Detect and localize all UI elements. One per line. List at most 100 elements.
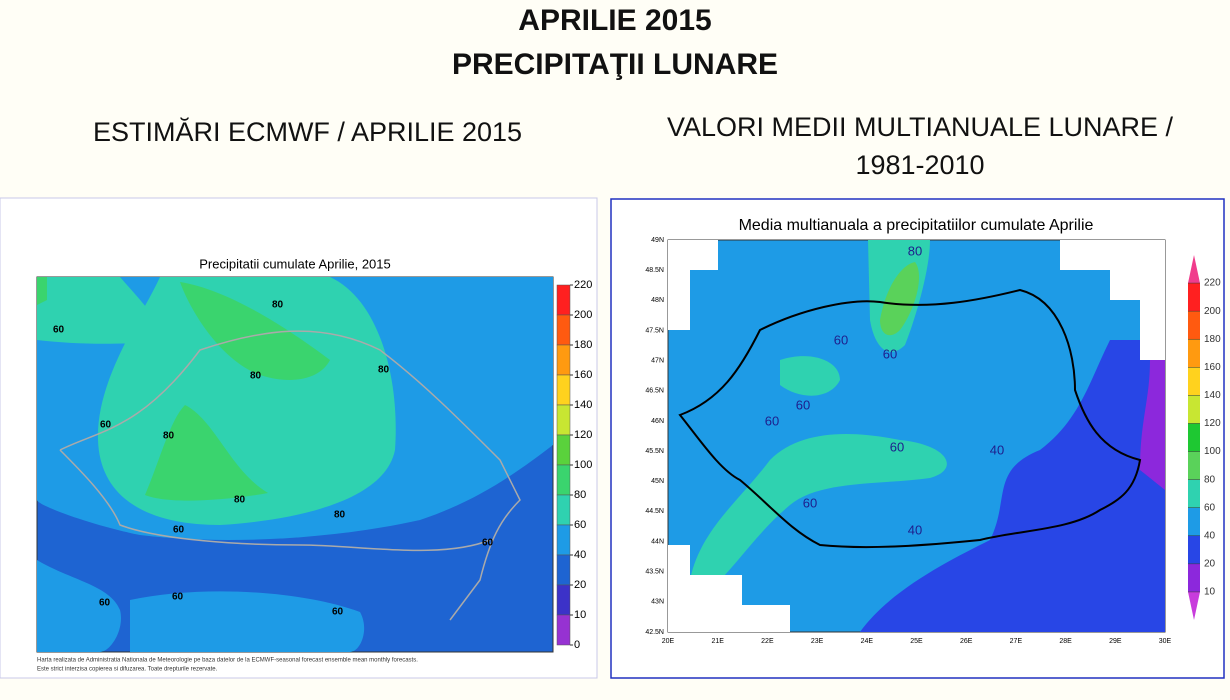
lon-label: 29E [1109,638,1122,645]
colorbar-segment [1188,507,1200,536]
contour-label: 60 [765,413,779,428]
contour-label: 60 [100,420,112,431]
colorbar-label: 0 [574,639,580,651]
lat-label: 48N [651,297,664,304]
lat-label: 45N [651,478,664,485]
lon-label: 28E [1059,638,1072,645]
colorbar-segment [1188,535,1200,564]
lat-label: 45.5N [645,448,664,455]
colorbar-label: 160 [1204,362,1221,373]
contour-label: 80 [234,495,246,506]
title-line: PRECIPITAŢII LUNARE [451,48,779,81]
colorbar-label: 60 [574,519,586,531]
lat-label: 44.5N [645,508,664,515]
lat-label: 43.5N [645,569,664,576]
contour-label: 80 [272,300,284,311]
colorbar-label: 140 [1204,390,1221,401]
colorbar: 220 200 180 160 140 120 100 80 60 40 20 10 [1188,255,1221,620]
colorbar-label: 180 [1204,334,1221,345]
contour-label: 60 [890,439,904,454]
lat-label: 47.5N [645,327,664,334]
lat-label: 42.5N [645,629,664,636]
contour-label: 60 [173,525,185,536]
colorbar-segment [556,524,571,556]
contour-label: 80 [378,365,390,376]
colorbar-segment [1188,283,1200,312]
colorbar-label: 200 [574,309,592,321]
lon-label: 22E [761,638,774,645]
colorbar-label: 20 [574,579,586,591]
colorbar-segment [556,374,571,406]
contour-label: 60 [172,592,184,603]
footnote: Harta realizata de Administratia Nationa… [37,658,418,664]
colorbar-segment [1188,311,1200,340]
colorbar-segment [556,614,571,646]
colorbar-label: 80 [574,489,586,501]
contour-label: 60 [834,332,848,347]
lon-label: 24E [861,638,874,645]
heading: ESTIMĂRI ECMWF / APRILIE 2015 [92,117,523,147]
colorbar-label: 80 [1204,474,1216,485]
colorbar-segment [1188,367,1200,396]
lat-label: 43N [651,599,664,606]
lon-label: 21E [711,638,724,645]
colorbar-segment [556,434,571,466]
colorbar-label: 160 [574,369,592,381]
colorbar-label: 220 [1204,278,1221,289]
lat-label: 47N [651,357,664,364]
lat-label: 49N [651,237,664,244]
heading: VALORI MEDII MULTIANUALE LUNARE / 1981-2… [666,112,1174,180]
colorbar-label: 120 [574,429,592,441]
contour-label: 80 [334,510,346,521]
contour-label: 60 [53,325,65,336]
colorbar-segment [556,554,571,586]
map-title: Precipitatii cumulate Aprilie, 2015 [199,256,391,271]
colorbar-segment [1188,339,1200,368]
colorbar-label: 200 [1204,306,1221,317]
colorbar-segment [556,404,571,436]
lat-label: 44N [651,538,664,545]
contour-label: 60 [803,495,817,510]
left-map [36,276,554,653]
colorbar-label: 180 [574,339,592,351]
contour-label: 60 [883,346,897,361]
contour-label: 60 [99,598,111,609]
lat-label: 46N [651,418,664,425]
lon-label: 27E [1010,638,1023,645]
colorbar-segment [556,584,571,616]
colorbar-segment [1188,591,1200,620]
colorbar-segment [1188,423,1200,452]
colorbar-label: 140 [574,399,592,411]
colorbar-segment [556,284,571,316]
colorbar-segment [556,494,571,526]
contour-label: 60 [482,538,494,549]
contour-label: 40 [908,522,922,537]
lat-label: 46.5N [645,388,664,395]
colorbar-segment [1188,255,1200,284]
title-line: APRILIE 2015 [518,4,712,37]
right-map [667,239,1166,633]
contour-label: 60 [332,607,344,618]
colorbar-segment [1188,395,1200,424]
contour-label: 40 [990,442,1004,457]
colorbar-segment [1188,451,1200,480]
colorbar-segment [1188,479,1200,508]
left-contour-labels: 80 80 80 60 60 80 80 80 60 60 60 60 60 [53,300,494,618]
map-title: Media multianuala a precipitatiilor cumu… [739,217,1094,234]
axes: 49N 48.5N 48N 47.5N 47N 46.5N 46N 45.5N 45N 44.5N… [645,237,1171,645]
contour-label: 80 [163,431,175,442]
colorbar-label: 60 [1204,502,1216,513]
lat-label: 48.5N [645,267,664,274]
colorbar-label: 10 [574,609,586,621]
colorbar-label: 120 [1204,418,1221,429]
colorbar-label: 10 [1204,587,1216,598]
right-contour-labels: 80 60 60 60 60 60 40 60 40 [765,243,1004,537]
colorbar-segment [1188,563,1200,592]
colorbar-label: 40 [1204,530,1216,541]
colorbar-segment [556,314,571,346]
colorbar-label: 100 [574,459,592,471]
lon-label: 25E [910,638,923,645]
colorbar-label: 20 [1204,558,1216,569]
